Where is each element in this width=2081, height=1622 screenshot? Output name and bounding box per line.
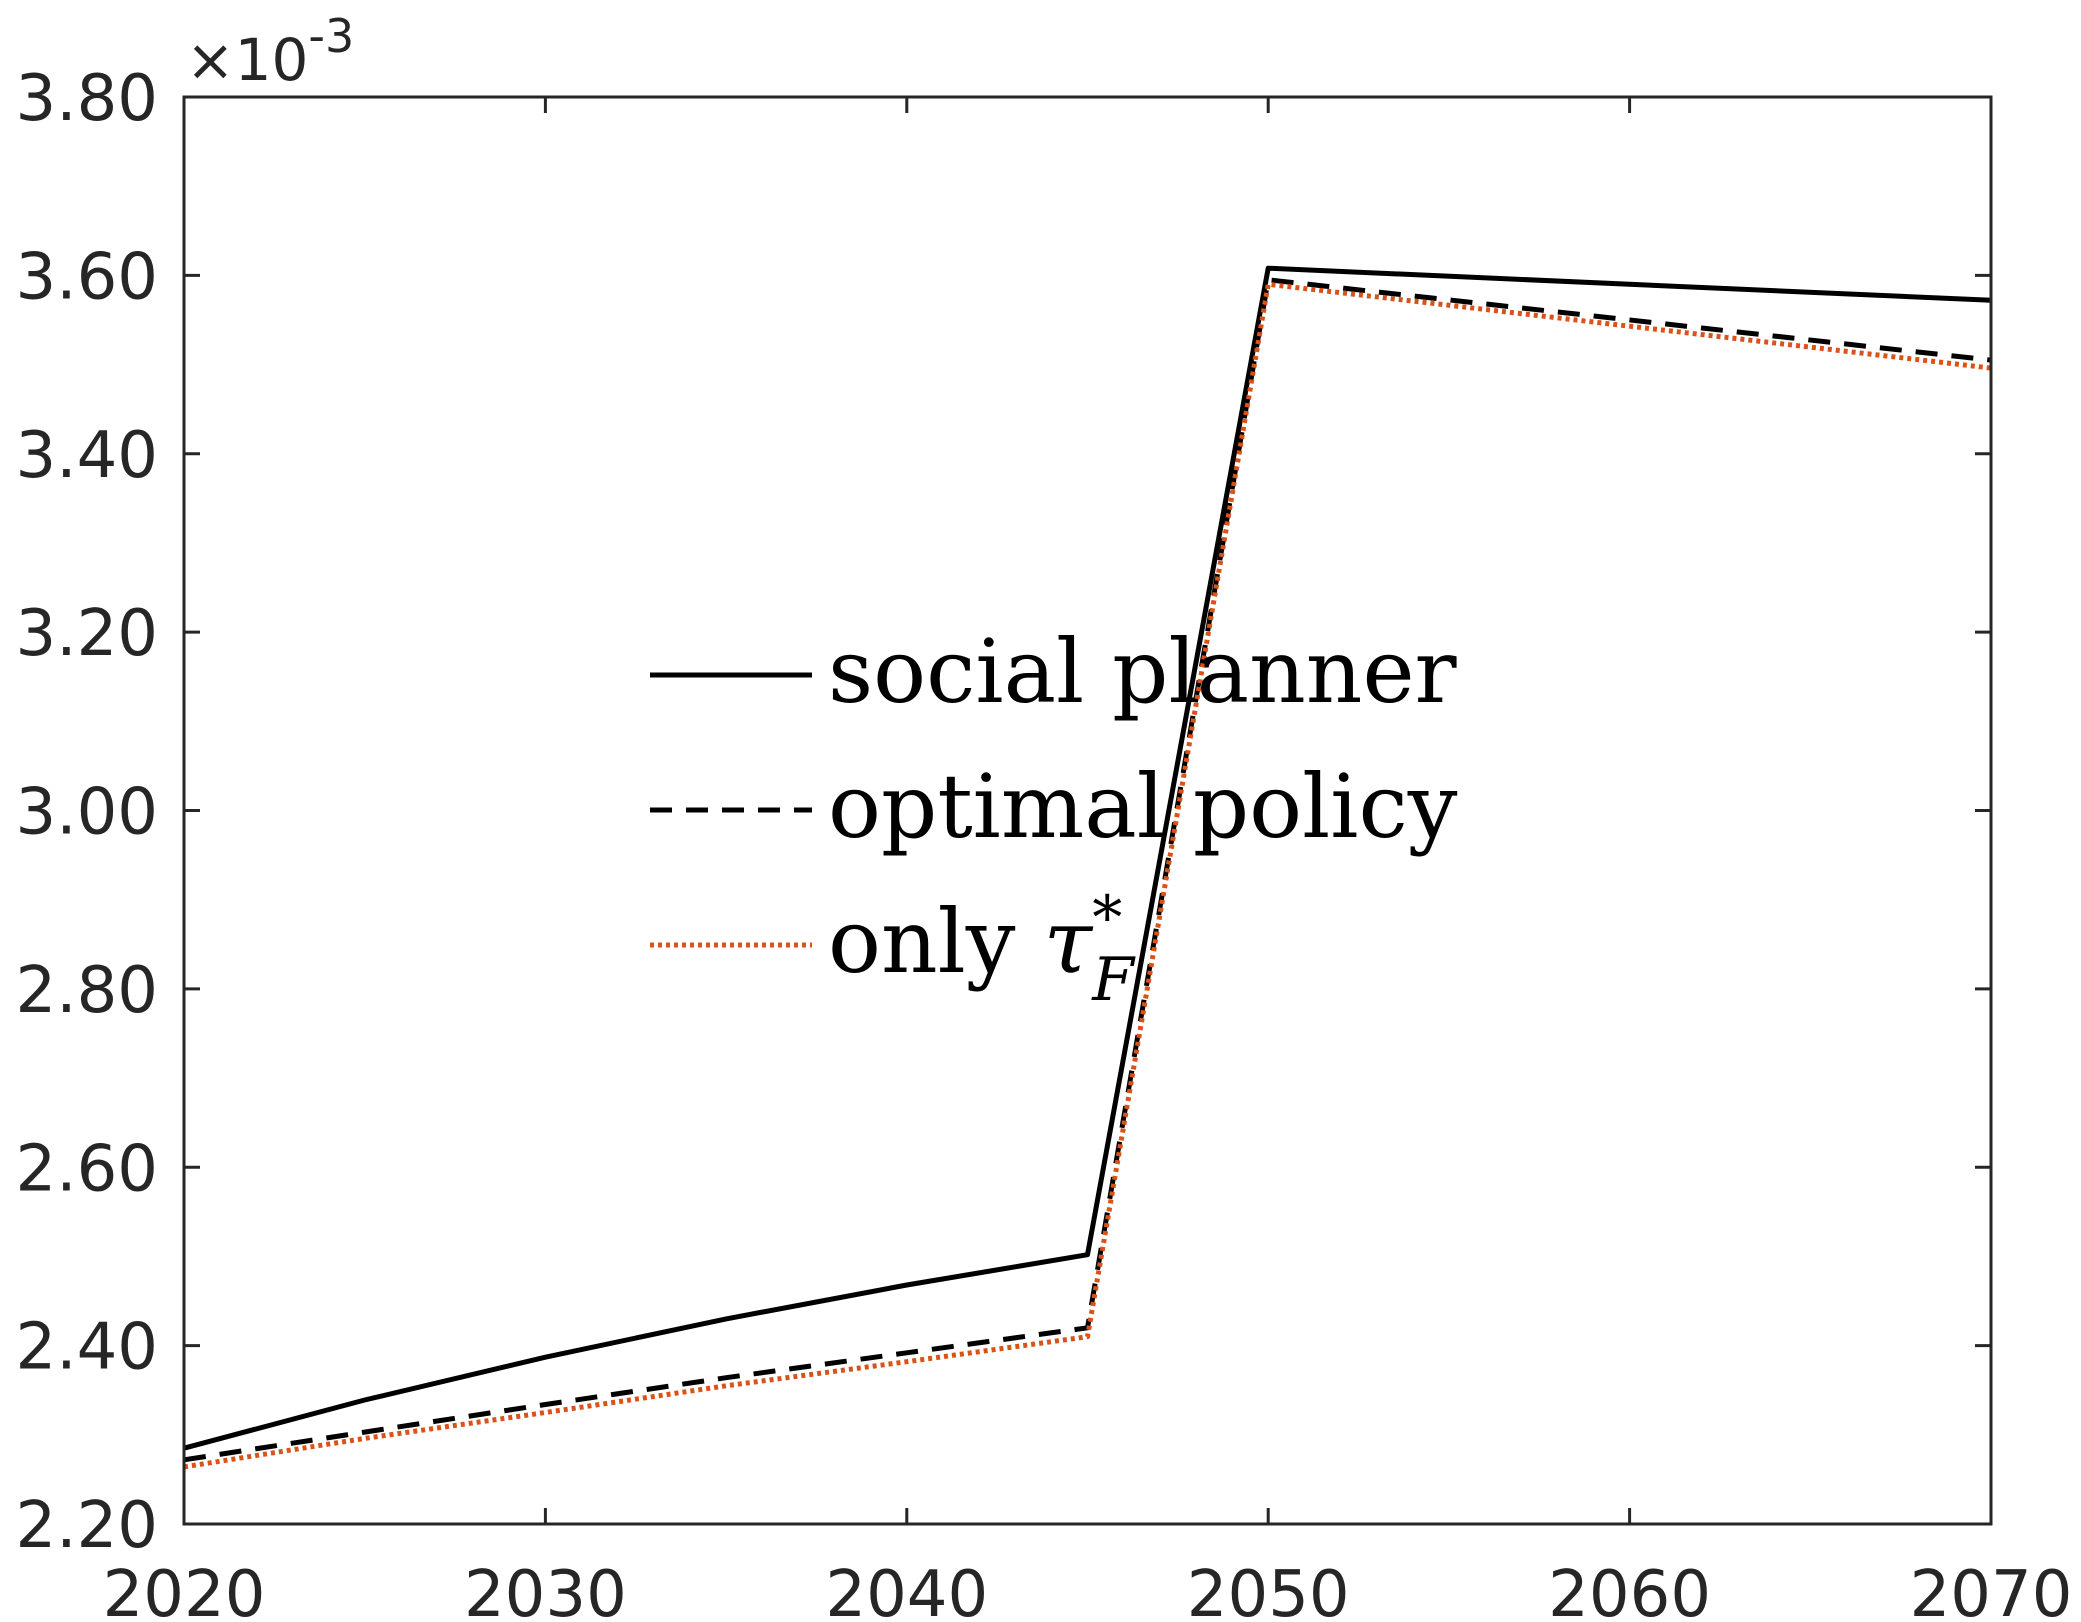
y-exponent-base: ×10	[186, 26, 308, 94]
y-tick-label: 3.80	[16, 62, 159, 136]
legend-tau-symbol: τ	[1044, 890, 1094, 993]
y-tick-label: 2.60	[16, 1132, 159, 1206]
y-tick-label: 3.60	[16, 240, 159, 314]
x-tick-label: 2060	[1548, 1558, 1711, 1622]
x-tick-label: 2050	[1187, 1558, 1350, 1622]
x-tick-labels: 2020 2030 2040 2050 2060 2070	[103, 1558, 2073, 1622]
legend-label-social-planner: social planner	[828, 620, 1458, 723]
legend-only-word: only	[828, 890, 1044, 993]
legend: social planner optimal policy only τ* F	[650, 620, 1458, 1015]
x-tick-label: 2030	[464, 1558, 627, 1622]
x-tick-label: 2070	[1910, 1558, 2073, 1622]
y-tick-label: 3.00	[16, 776, 159, 850]
legend-tau-subscript: F	[1091, 945, 1136, 1015]
y-tick-label: 3.40	[16, 419, 159, 493]
plot-background	[184, 97, 1991, 1524]
y-exponent-label: ×10-3	[186, 9, 354, 94]
y-tick-label: 2.40	[16, 1311, 159, 1385]
legend-tau-superscript: *	[1092, 883, 1122, 953]
series-line-0	[183, 265, 1992, 1451]
y-tick-label: 3.20	[16, 597, 159, 671]
y-tick-label: 2.80	[16, 954, 159, 1028]
ticks-layer	[182, 95, 1993, 1526]
y-tick-labels: 2.20 2.40 2.60 2.80 3.00 3.20 3.40 3.60 3.80	[16, 62, 159, 1563]
legend-label-optimal-policy: optimal policy	[828, 755, 1458, 858]
legend-label-only-tau: only τ* F	[828, 883, 1136, 1015]
series-line-2	[183, 281, 1992, 1470]
x-tick-label: 2040	[825, 1558, 988, 1622]
x-tick-label: 2020	[103, 1558, 266, 1622]
y-tick-label: 2.20	[16, 1489, 159, 1563]
y-exponent-power: -3	[308, 9, 354, 63]
series-layer	[183, 265, 1992, 1470]
